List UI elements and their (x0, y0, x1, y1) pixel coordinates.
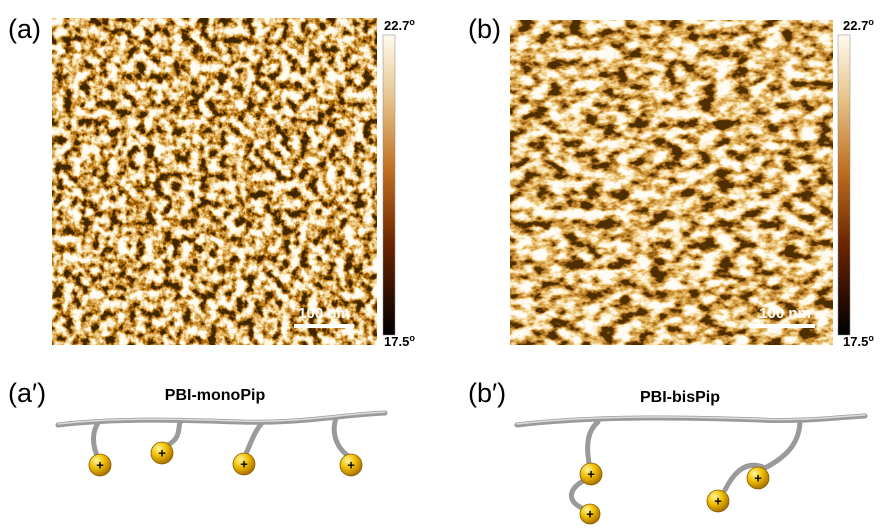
colorbar-max: 22.7o (843, 17, 874, 33)
side-chain (94, 423, 99, 458)
side-chain (334, 418, 348, 456)
scale-bar (294, 324, 354, 328)
afm-image (52, 18, 377, 345)
figure: (a) 22.7o 17.5o 100 nm (b) 22.7o 17.5o 1… (0, 0, 880, 525)
charge-symbol: + (240, 457, 248, 472)
value: 22.7 (843, 18, 868, 33)
colorbar (838, 35, 850, 335)
colorbar-min: 17.5o (384, 333, 415, 349)
charge-symbol: + (586, 507, 594, 522)
colorbar-max: 22.7o (384, 17, 415, 33)
charge: + (151, 442, 173, 464)
unit: o (868, 333, 874, 343)
unit: o (868, 17, 874, 27)
page: {"panels": [ {"label": "(a)", "scale_bar… (0, 0, 880, 530)
charge-symbol: + (96, 458, 104, 473)
polymer-chains (58, 413, 865, 510)
charge-symbol: + (158, 446, 166, 461)
value: 17.5 (843, 334, 868, 349)
charge-symbol: + (347, 458, 355, 473)
charge: + (707, 490, 729, 512)
scale-bar-label: 100 nm (759, 305, 811, 322)
charge-symbol: + (714, 494, 722, 509)
charge-symbol: + (587, 467, 595, 482)
charges: + + + + + + + + (89, 442, 769, 524)
side-chain (245, 423, 262, 456)
colorbar (383, 35, 395, 335)
scheme-title: PBI-monoPip (165, 387, 266, 404)
charge: + (747, 467, 769, 489)
scale-bar-label: 100 nm (298, 305, 350, 322)
side-chain (588, 422, 598, 468)
scheme-label: (a′) (8, 378, 46, 408)
value: 22.7 (384, 18, 409, 33)
charge: + (233, 453, 255, 475)
unit: o (409, 17, 415, 27)
value: 17.5 (384, 334, 409, 349)
scheme-label: (b′) (468, 378, 506, 408)
charge-symbol: + (754, 471, 762, 486)
scale-bar (755, 324, 815, 328)
scheme-title: PBI-bisPip (640, 389, 720, 406)
charge: + (580, 504, 600, 524)
charge: + (580, 463, 602, 485)
charge: + (340, 454, 362, 476)
colorbar-min: 17.5o (843, 333, 874, 349)
afm-image (510, 20, 833, 345)
panel-label: (a) (8, 14, 41, 44)
panel-label: (b) (468, 14, 501, 44)
unit: o (409, 333, 415, 343)
body: (a) 22.7o 17.5o 100 nm (b) 22.7o 17.5o 1… (0, 0, 880, 530)
charge: + (89, 454, 111, 476)
side-chain (168, 421, 180, 445)
